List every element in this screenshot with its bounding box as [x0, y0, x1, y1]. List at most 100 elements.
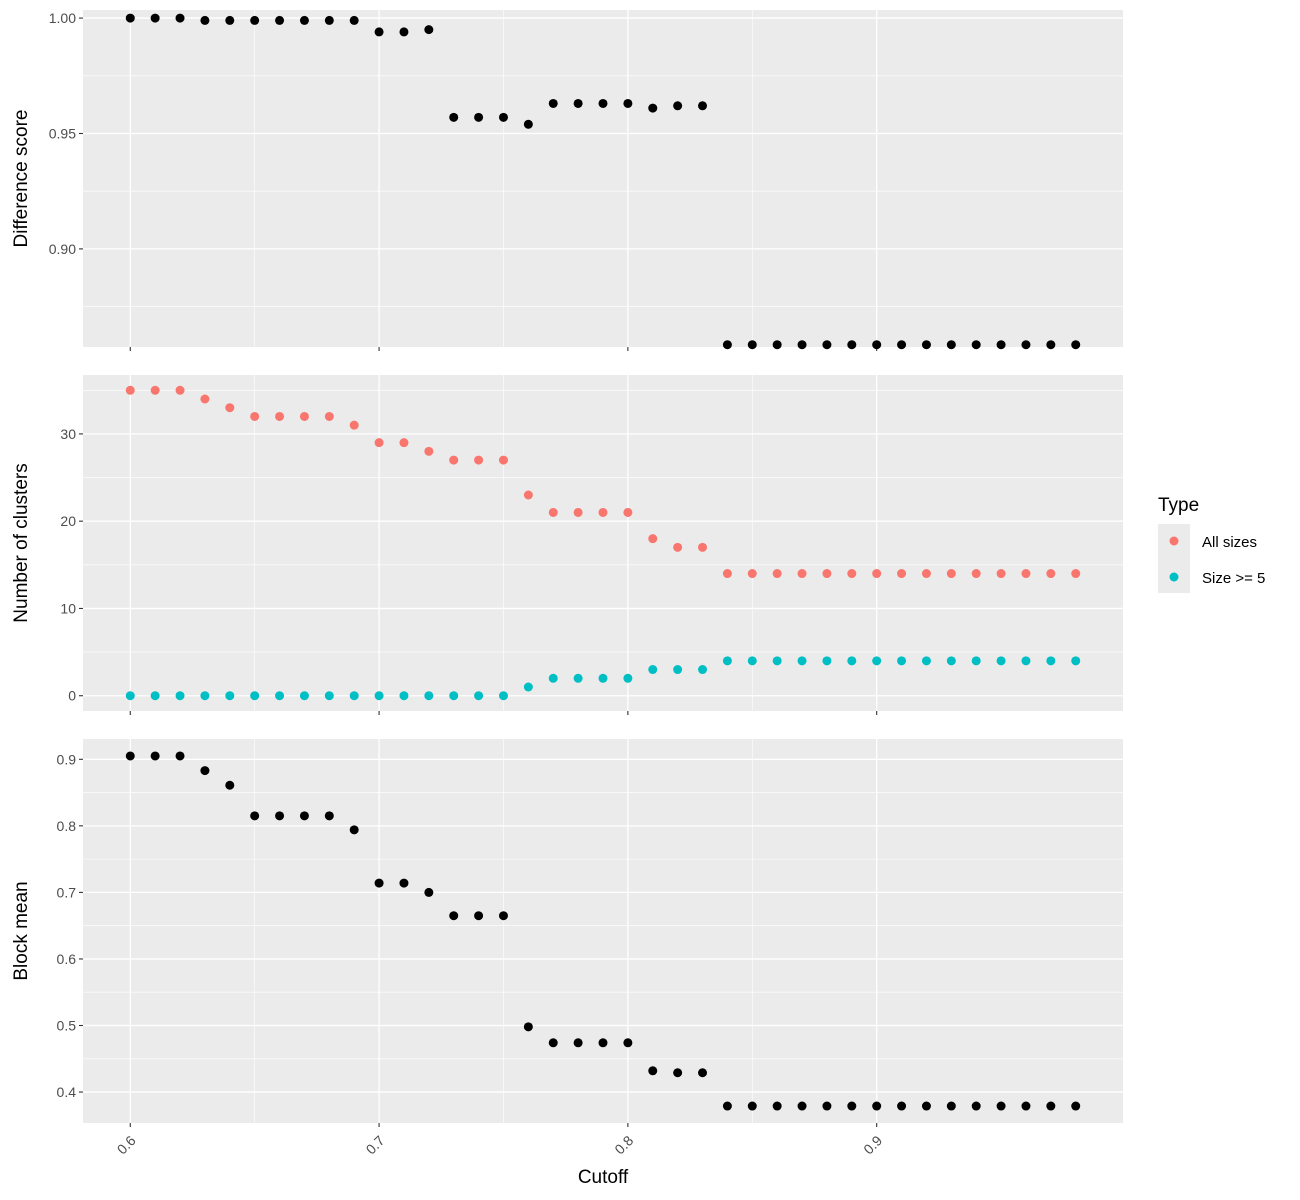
data-point	[921, 569, 931, 579]
data-point	[175, 691, 185, 701]
data-point	[648, 534, 658, 544]
data-point	[1021, 656, 1031, 666]
x-tick-label: 0.7	[363, 1132, 388, 1157]
y-tick-label: 0.5	[57, 1018, 77, 1034]
data-point	[200, 691, 210, 701]
data-point	[623, 507, 633, 517]
data-point	[996, 569, 1006, 579]
data-point	[324, 691, 334, 701]
data-point	[498, 691, 508, 701]
data-point	[299, 691, 309, 701]
data-point	[971, 1101, 981, 1111]
data-point	[1071, 340, 1081, 350]
data-point	[648, 665, 658, 675]
data-point	[722, 340, 732, 350]
y-axis-title: Difference score	[11, 110, 32, 248]
data-point	[200, 15, 210, 25]
data-point	[150, 691, 160, 701]
data-point	[598, 673, 608, 683]
data-point	[897, 340, 907, 350]
data-point	[822, 340, 832, 350]
data-point	[548, 1038, 558, 1048]
data-point	[747, 569, 757, 579]
data-point	[250, 15, 260, 25]
legend-title: Type	[1158, 495, 1199, 516]
data-point	[474, 112, 484, 122]
data-point	[872, 340, 882, 350]
data-point	[125, 691, 135, 701]
x-tick-label: 0.6	[114, 1132, 139, 1157]
data-point	[1046, 1101, 1056, 1111]
data-point	[324, 411, 334, 421]
data-point	[1021, 569, 1031, 579]
data-point	[275, 691, 285, 701]
data-point	[847, 340, 857, 350]
y-tick-label: 0.90	[49, 241, 76, 257]
data-point	[623, 98, 633, 108]
data-point	[598, 507, 608, 517]
data-point	[1046, 569, 1056, 579]
data-point	[449, 911, 459, 921]
series-1	[125, 751, 1081, 1111]
data-point	[946, 656, 956, 666]
y-tick-label: 0.95	[49, 125, 76, 141]
data-point	[349, 825, 359, 835]
x-tick-label: 0.8	[611, 1132, 636, 1157]
data-point	[349, 691, 359, 701]
data-point	[548, 507, 558, 517]
data-point	[747, 656, 757, 666]
data-point	[971, 569, 981, 579]
y-tick-label: 0.8	[57, 818, 77, 834]
data-point	[523, 119, 533, 129]
data-point	[374, 438, 384, 448]
data-point	[250, 691, 260, 701]
data-point	[424, 25, 434, 35]
y-tick-label: 20	[60, 513, 76, 529]
data-point	[474, 455, 484, 465]
data-point	[822, 1101, 832, 1111]
data-point	[200, 766, 210, 776]
data-point	[299, 811, 309, 821]
y-tick-label: 0.9	[57, 751, 77, 767]
y-tick-label: 0.4	[57, 1084, 77, 1100]
data-point	[324, 811, 334, 821]
legend: Type All sizes Size >= 5	[1158, 495, 1265, 593]
legend-key-size-ge-5	[1169, 572, 1179, 582]
data-point	[673, 101, 683, 111]
data-point	[573, 98, 583, 108]
data-point	[598, 98, 608, 108]
data-point	[822, 569, 832, 579]
data-point	[1021, 340, 1031, 350]
data-point	[225, 780, 235, 790]
data-point	[897, 569, 907, 579]
series-1	[125, 13, 1081, 350]
series-size-5	[125, 656, 1081, 701]
data-point	[573, 1038, 583, 1048]
data-point	[847, 1101, 857, 1111]
panel-1: 0.90 0.95 1.00 Difference score	[11, 10, 1123, 351]
panels: 0.90 0.95 1.00 Difference score 0 10 20 30 Numbe…	[11, 10, 1123, 1157]
data-point	[698, 665, 708, 675]
data-point	[573, 673, 583, 683]
data-point	[797, 340, 807, 350]
data-point	[996, 656, 1006, 666]
data-point	[946, 569, 956, 579]
y-tick-label: 30	[60, 426, 76, 442]
data-point	[523, 490, 533, 500]
data-point	[623, 1038, 633, 1048]
data-point	[921, 1101, 931, 1111]
legend-key-all-sizes	[1169, 536, 1179, 546]
y-axis-title: Number of clusters	[11, 463, 32, 622]
data-point	[698, 101, 708, 111]
data-point	[225, 403, 235, 413]
data-point	[424, 691, 434, 701]
data-point	[673, 665, 683, 675]
data-point	[150, 751, 160, 761]
data-point	[175, 385, 185, 395]
panel-3: 0.4 0.5 0.6 0.7 0.8 0.9 Block mean	[11, 739, 1123, 1127]
data-point	[847, 656, 857, 666]
data-point	[175, 751, 185, 761]
data-point	[225, 15, 235, 25]
data-point	[125, 13, 135, 23]
data-point	[449, 691, 459, 701]
